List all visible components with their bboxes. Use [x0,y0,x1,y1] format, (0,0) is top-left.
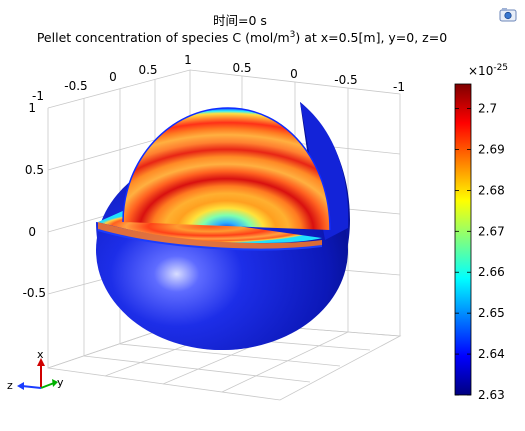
colorbar: ×10-25 2.7 2.69 2.68 2.67 2.66 2.65 2.64 2.63 [454,63,508,402]
tick-label: -0.5 [334,73,357,87]
tick-label: 0 [28,225,36,239]
colorbar-tick-label: 2.66 [478,265,505,279]
y-tick-labels-top: 0.5 0 -0.5 -1 [232,61,405,94]
tick-label: -0.5 [64,79,87,93]
slice-horizontal-band [98,222,322,250]
triad-x-label: x [37,348,44,361]
colorbar-ticks: 2.7 2.69 2.68 2.67 2.66 2.65 2.64 2.63 [455,102,505,402]
tick-label: 0 [109,70,117,84]
chart-title-line2: Pellet concentration of species C (mol/m… [37,30,447,45]
tick-label: 0 [290,67,298,81]
colorbar-tick-label: 2.67 [478,224,505,238]
z-tick-labels-left: 1 0.5 0 -0.5 [23,101,46,300]
tick-label: -1 [32,89,44,103]
tick-label: 1 [28,101,36,115]
slice-vertical [122,107,331,231]
tick-label: 0.5 [138,63,157,77]
slice-vertical-disc [123,108,330,230]
tick-label: 0.5 [25,163,44,177]
tick-label: 0.5 [232,61,251,75]
grid-floor [47,319,402,401]
chart-title-line1: 时间=0 s [213,13,267,28]
tick-label: -0.5 [23,286,46,300]
colorbar-tick-label: 2.69 [478,142,505,156]
sphere-right-cap [300,102,349,240]
triad-y-label: y [57,376,64,389]
axis-triad: x y z [7,348,64,392]
slice-horizontal-rim [97,229,323,251]
colorbar-tick-label: 2.63 [478,388,505,402]
tick-label: 1 [184,53,192,67]
colorbar-tick-label: 2.7 [478,102,497,116]
triad-y-arrow [52,379,58,387]
slice-vertical-outline [122,107,331,231]
triad-z-axis [21,385,42,389]
camera-icon[interactable] [499,8,517,22]
colorbar-tick-label: 2.64 [478,347,505,361]
triad-z-arrow [17,382,24,390]
triad-z-label: z [7,379,13,392]
x-tick-labels-back: -1 -0.5 0 0.5 1 [32,53,192,103]
colorbar-gradient [454,83,472,396]
triad-y-axis [40,382,55,389]
triad-x-arrow [37,358,45,366]
tick-label: -1 [393,80,405,94]
colorbar-exponent: ×10-25 [468,63,508,78]
colorbar-tick-label: 2.65 [478,306,505,320]
colorbar-tick-label: 2.68 [478,183,505,197]
